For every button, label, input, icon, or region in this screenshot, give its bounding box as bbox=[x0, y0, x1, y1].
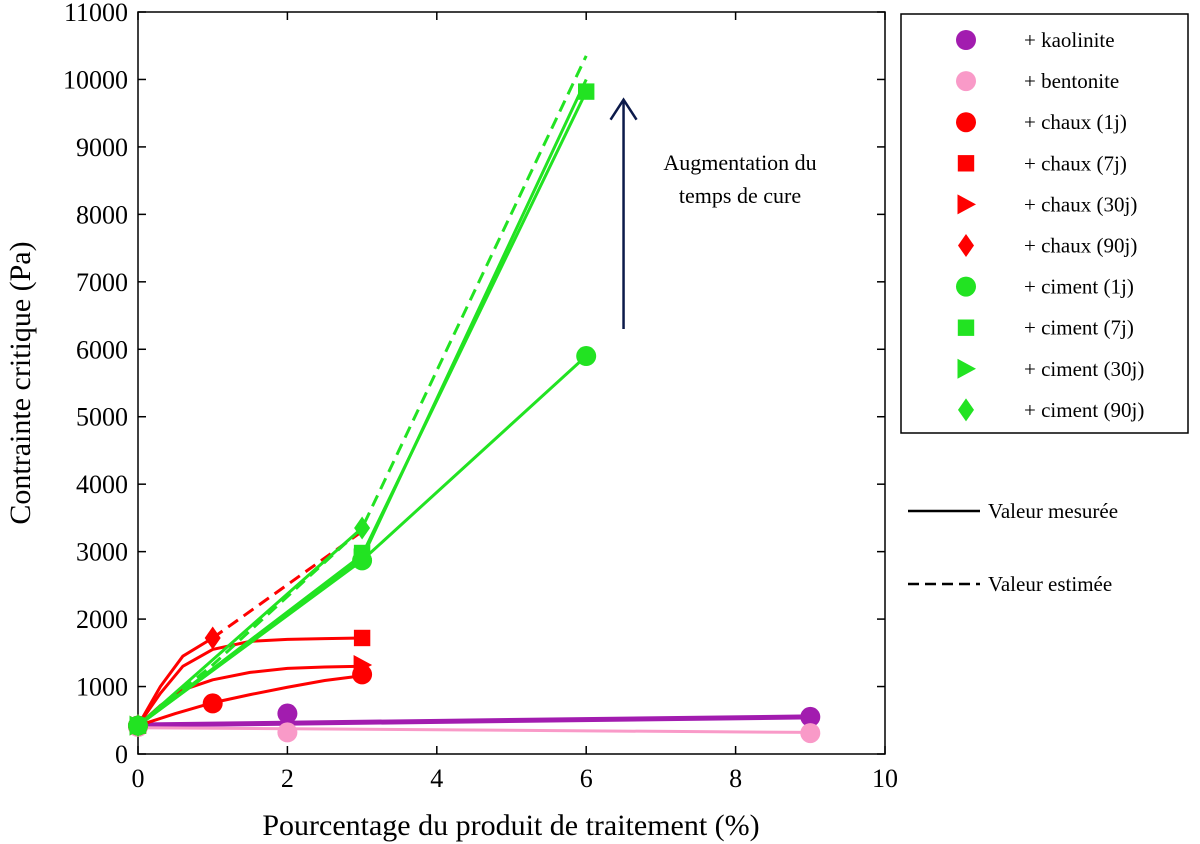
y-tick-label: 7000 bbox=[76, 268, 128, 297]
x-tick-label: 8 bbox=[729, 764, 742, 793]
legend-marker bbox=[958, 234, 974, 257]
series-kaolinite bbox=[137, 714, 811, 728]
curing-time-arrowhead bbox=[609, 97, 638, 121]
markers-ciment-90j bbox=[130, 516, 371, 738]
y-tick-label: 8000 bbox=[76, 200, 128, 229]
legend-item-ciment-90j: + ciment (90j) bbox=[958, 398, 1144, 422]
plot-frame bbox=[137, 11, 886, 755]
legend-item-ciment-7j: + ciment (7j) bbox=[957, 316, 1134, 340]
legend-marker bbox=[957, 358, 976, 379]
legend-marker bbox=[956, 71, 976, 92]
y-tick-label: 9000 bbox=[76, 133, 128, 162]
data-point bbox=[578, 83, 595, 100]
legend-item-bentonite: + bentonite bbox=[956, 69, 1119, 93]
y-tick-label: 4000 bbox=[76, 470, 128, 499]
legend-label: + ciment (90j) bbox=[1024, 398, 1144, 422]
legend-marker bbox=[956, 276, 976, 297]
y-axis-title: Contrainte critique (Pa) bbox=[4, 241, 37, 524]
line-style-label: Valeur mesurée bbox=[988, 499, 1118, 523]
y-tick-label: 3000 bbox=[76, 538, 128, 567]
annotation-layer: Augmentation du temps de cure bbox=[609, 97, 817, 330]
series-line bbox=[137, 714, 811, 728]
x-tick-label: 4 bbox=[430, 764, 443, 793]
legend-item-chaux-90j: + chaux (90j) bbox=[958, 234, 1137, 258]
series-ciment-30j bbox=[137, 78, 588, 727]
data-point bbox=[353, 654, 373, 675]
line-style-label: Valeur estimée bbox=[988, 572, 1112, 596]
line-style-item-solid: Valeur mesurée bbox=[908, 499, 1118, 523]
data-point bbox=[800, 706, 821, 727]
annotation-line-2: temps de cure bbox=[679, 183, 801, 208]
data-point bbox=[353, 548, 373, 569]
data-point bbox=[353, 629, 371, 647]
legend-label: + ciment (30j) bbox=[1024, 357, 1144, 381]
data-point bbox=[576, 346, 597, 367]
axes-layer: 0 2 4 6 8 10 0 1000 2000 3000 4000 5000 6000 7000 8000… bbox=[63, 0, 898, 793]
y-tick-label: 0 bbox=[115, 740, 128, 769]
legend-box bbox=[900, 13, 1189, 434]
legend-marker bbox=[957, 155, 975, 172]
series-chaux-1j bbox=[137, 674, 363, 728]
legend-label: + ciment (7j) bbox=[1024, 316, 1134, 340]
x-tick-label: 10 bbox=[872, 764, 898, 793]
x-axis-title: Pourcentage du produit de traitement (%) bbox=[262, 809, 759, 842]
legend-item-chaux-7j: + chaux (7j) bbox=[957, 151, 1127, 175]
data-point bbox=[204, 626, 221, 650]
series-chaux-7j bbox=[136, 636, 363, 727]
series-line bbox=[137, 726, 811, 734]
series-line bbox=[136, 636, 363, 727]
series-layer bbox=[128, 55, 821, 744]
legend-label: + chaux (7j) bbox=[1024, 151, 1127, 175]
series-line bbox=[137, 674, 363, 728]
data-point bbox=[277, 722, 298, 743]
legend-marker bbox=[956, 30, 976, 50]
y-tick-label: 11000 bbox=[64, 0, 128, 27]
legend: + kaolinite + bentonite + chaux (1j) + chau… bbox=[956, 28, 1144, 422]
data-point bbox=[130, 714, 146, 738]
legend-label: + bentonite bbox=[1024, 69, 1119, 93]
legend-item-ciment-1j: + ciment (1j) bbox=[956, 275, 1134, 299]
series-bentonite bbox=[137, 726, 811, 734]
legend-marker bbox=[957, 319, 975, 336]
data-point bbox=[354, 516, 371, 540]
series-line bbox=[136, 636, 214, 727]
data-point bbox=[800, 723, 821, 744]
x-tick-label: 0 bbox=[132, 764, 145, 793]
legend-marker bbox=[956, 112, 976, 133]
data-point bbox=[277, 703, 298, 724]
y-tick-label: 2000 bbox=[76, 605, 128, 634]
line-style-legend: Valeur mesurée Valeur estimée bbox=[908, 499, 1118, 596]
x-tick-label: 2 bbox=[281, 764, 294, 793]
x-tick-label: 6 bbox=[580, 764, 593, 793]
y-tick-label: 10000 bbox=[63, 65, 128, 94]
line-style-item-dashed: Valeur estimée bbox=[908, 572, 1112, 596]
legend-label: + ciment (1j) bbox=[1024, 275, 1134, 299]
legend-label: + chaux (1j) bbox=[1024, 110, 1127, 134]
y-tick-label: 1000 bbox=[76, 673, 128, 702]
series-line bbox=[137, 78, 588, 727]
legend-label: + kaolinite bbox=[1024, 28, 1115, 52]
legend-label: + chaux (90j) bbox=[1024, 234, 1137, 258]
data-point bbox=[202, 693, 223, 714]
markers-chaux-7j bbox=[129, 629, 371, 734]
legend-item-chaux-30j: + chaux (30j) bbox=[957, 192, 1137, 216]
legend-marker bbox=[958, 398, 974, 422]
legend-label: + chaux (30j) bbox=[1024, 192, 1137, 216]
y-tick-label: 6000 bbox=[76, 335, 128, 364]
series-estimated-line bbox=[137, 55, 588, 727]
legend-item-kaolinite: + kaolinite bbox=[956, 28, 1115, 52]
legend-item-ciment-30j: + ciment (30j) bbox=[957, 357, 1144, 381]
y-tick-label: 5000 bbox=[76, 403, 128, 432]
series-ciment-90j bbox=[137, 55, 588, 727]
annotation-line-1: Augmentation du bbox=[663, 150, 816, 175]
legend-item-chaux-1j: + chaux (1j) bbox=[956, 110, 1127, 134]
legend-marker bbox=[957, 194, 976, 215]
